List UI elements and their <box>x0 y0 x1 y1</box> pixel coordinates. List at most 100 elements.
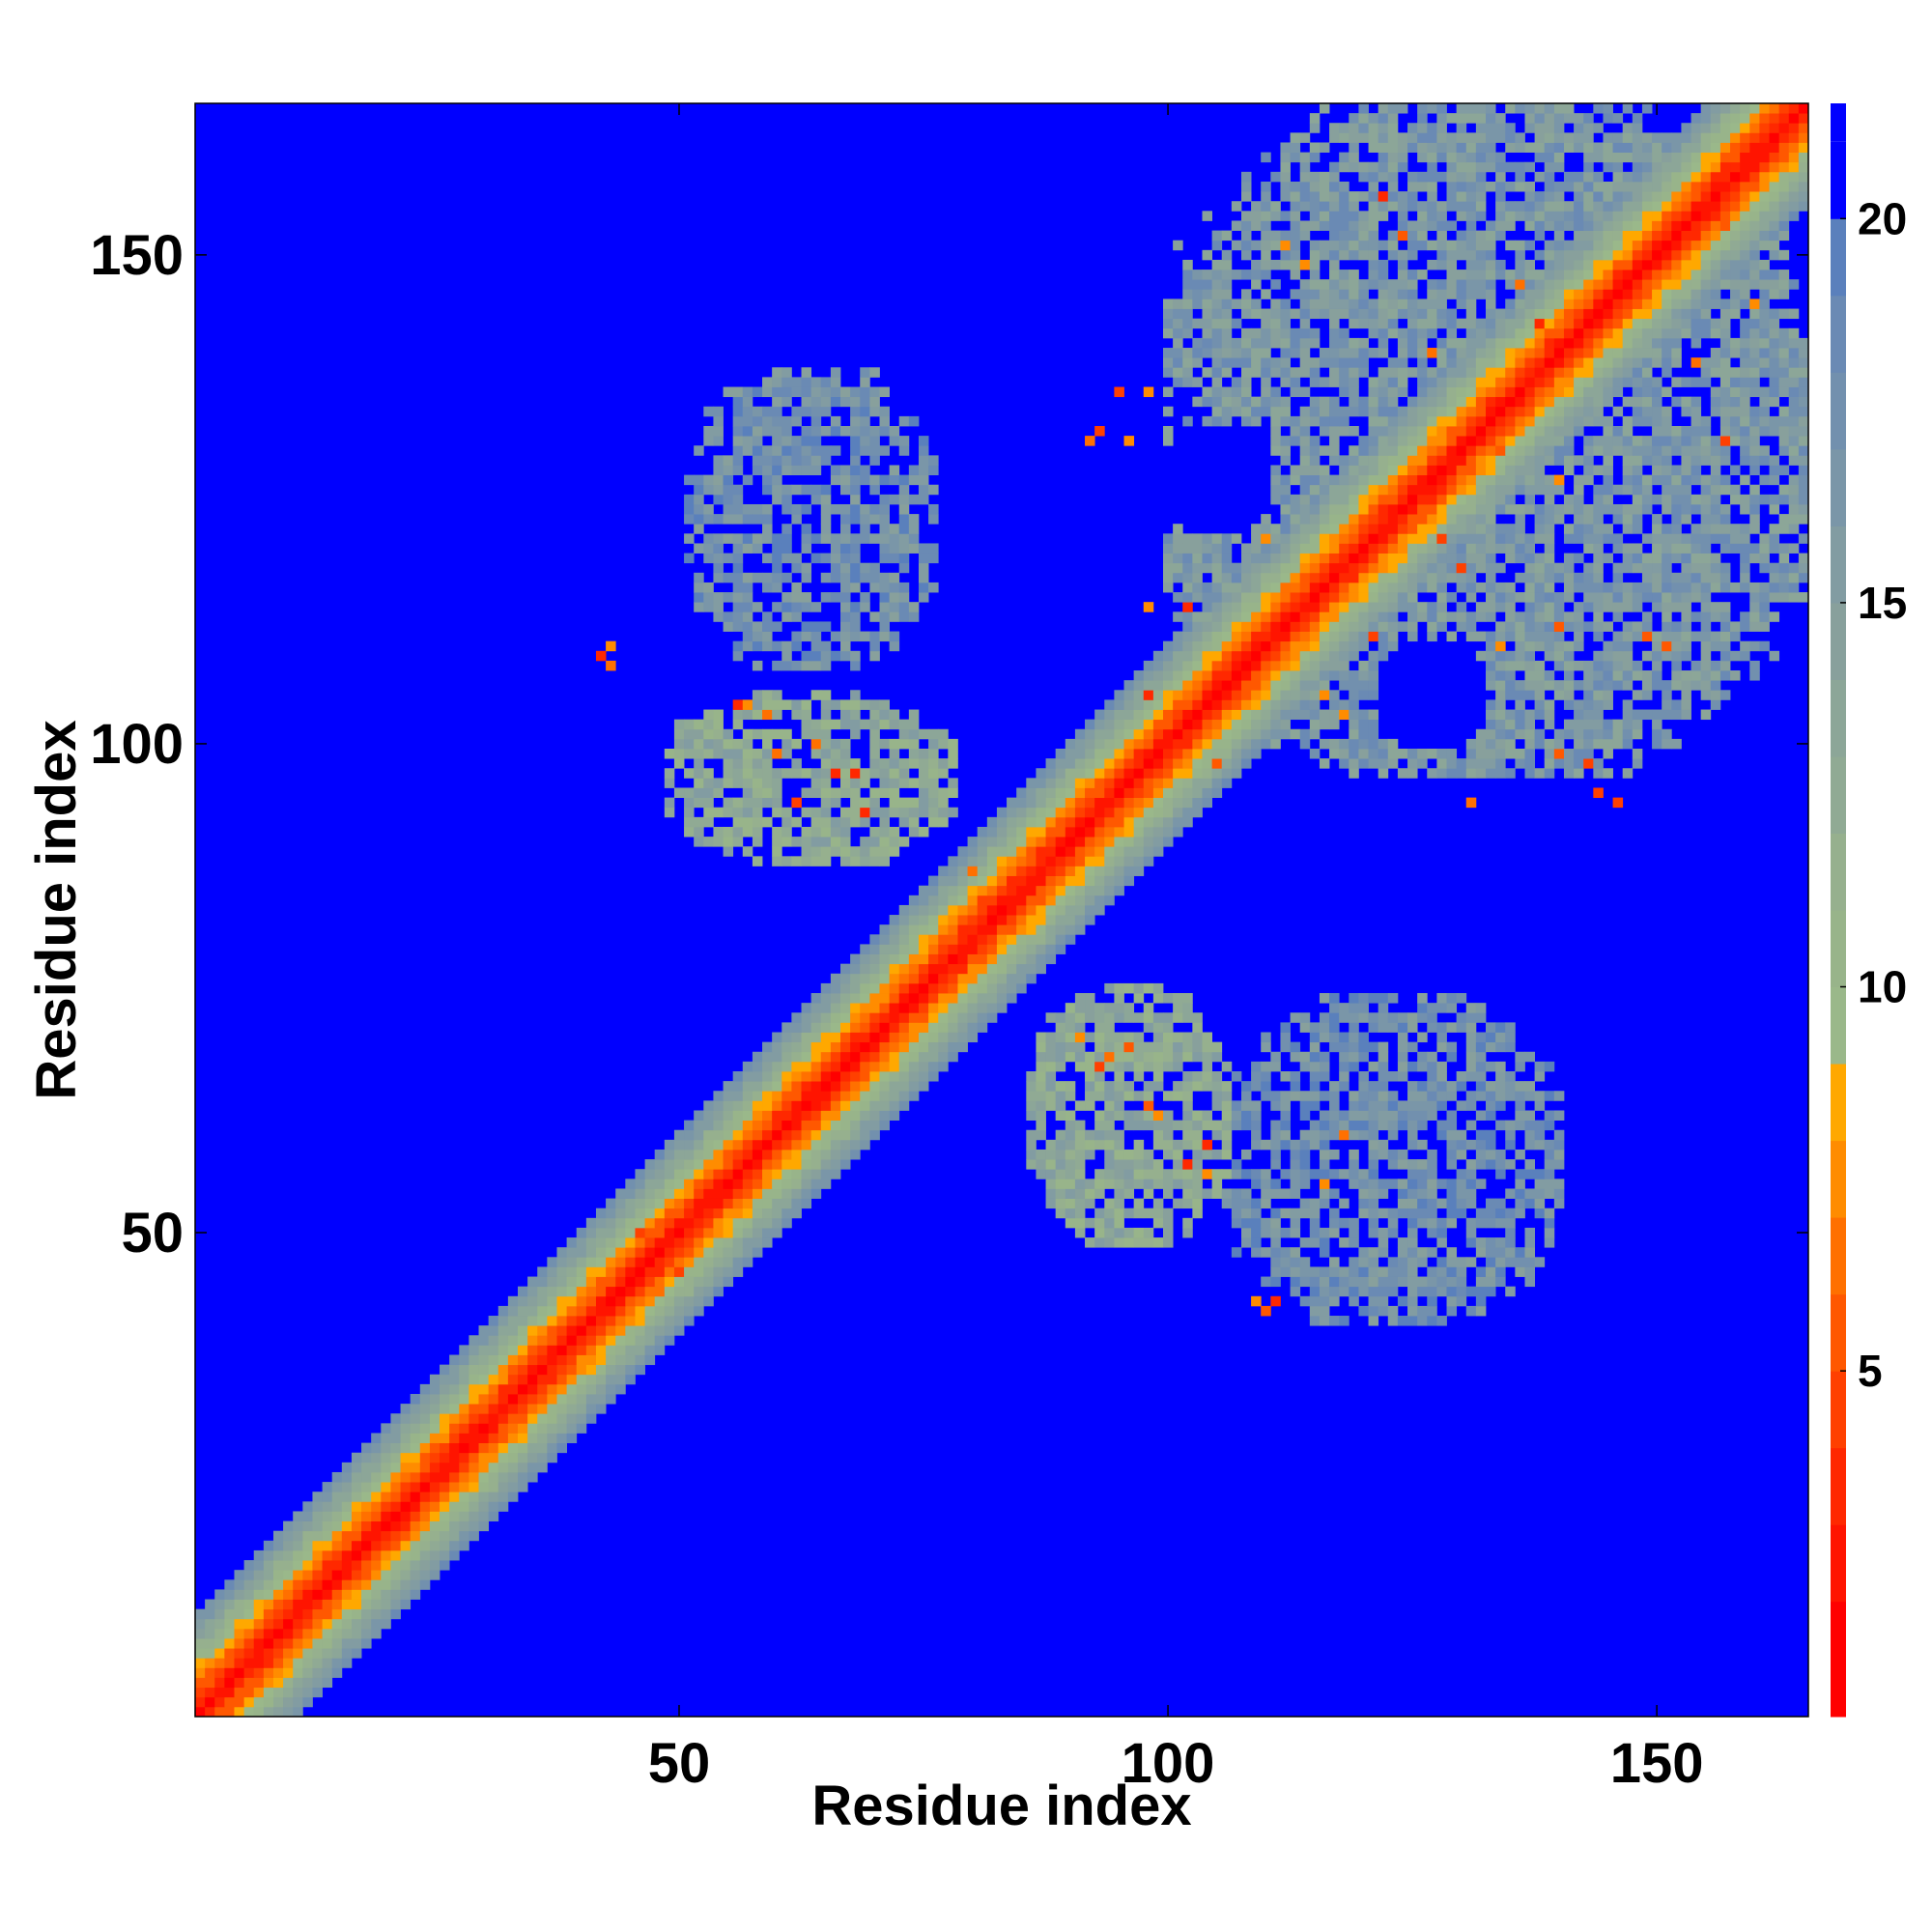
heatmap-cell <box>869 1022 880 1033</box>
heatmap-cell <box>1270 1120 1281 1131</box>
heatmap-cell <box>507 1471 519 1483</box>
heatmap-cell <box>654 1149 666 1160</box>
heatmap-cell <box>585 1345 597 1355</box>
heatmap-cell <box>723 503 734 515</box>
heatmap-cell <box>772 749 782 759</box>
heatmap-cell <box>879 553 890 564</box>
heatmap-cell <box>440 1462 450 1473</box>
heatmap-cell <box>869 1051 880 1063</box>
heatmap-cell <box>879 953 890 965</box>
heatmap-cell <box>1436 1286 1447 1297</box>
heatmap-cell <box>889 778 900 788</box>
heatmap-cell <box>1515 1149 1525 1160</box>
heatmap-cell <box>585 1374 597 1385</box>
heatmap-cell <box>1036 953 1046 965</box>
heatmap-cell <box>664 1159 675 1170</box>
heatmap-cell <box>449 1413 460 1424</box>
heatmap-cell <box>918 973 929 984</box>
heatmap-cell <box>322 1608 333 1620</box>
heatmap-cell <box>1593 592 1604 603</box>
heatmap-cell <box>361 1638 372 1649</box>
heatmap-cell <box>1123 856 1135 867</box>
heatmap-cell <box>1446 524 1458 534</box>
heatmap-cell <box>801 1159 812 1170</box>
heatmap-cell <box>585 1394 597 1405</box>
heatmap-cell <box>1397 1208 1408 1219</box>
heatmap-cell <box>1349 680 1359 691</box>
heatmap-cell <box>214 1618 225 1630</box>
heatmap-cell <box>1251 1129 1262 1141</box>
heatmap-cell <box>1671 553 1682 564</box>
heatmap-cell <box>1182 1139 1193 1151</box>
heatmap-cell <box>1553 611 1565 622</box>
heatmap-cell <box>1339 503 1350 515</box>
heatmap-cell <box>1417 1208 1428 1219</box>
heatmap-cell <box>625 1305 636 1317</box>
heatmap-cell <box>1270 680 1281 691</box>
heatmap-cell <box>1192 807 1203 818</box>
heatmap-cell <box>400 1482 412 1492</box>
heatmap-cell <box>1026 973 1037 984</box>
heatmap-cell <box>625 1335 636 1346</box>
heatmap-cell <box>713 553 724 564</box>
heatmap-cell <box>322 1511 333 1521</box>
heatmap-cell <box>908 934 920 945</box>
heatmap-cell <box>1094 1091 1105 1101</box>
heatmap-cell <box>566 1433 578 1443</box>
heatmap-cell <box>1378 640 1389 652</box>
heatmap-cell <box>1719 690 1731 700</box>
heatmap-cell <box>547 1257 557 1267</box>
heatmap-cell <box>1211 582 1223 593</box>
heatmap-cell <box>1671 699 1682 710</box>
heatmap-cell <box>1240 582 1252 593</box>
heatmap-cell <box>488 1501 499 1512</box>
heatmap-cell <box>635 1237 645 1248</box>
heatmap-cell <box>996 963 1008 975</box>
heatmap-cell <box>1329 993 1340 1004</box>
heatmap-cell <box>1094 1022 1105 1033</box>
heatmap-cell <box>1152 1071 1164 1082</box>
heatmap-cell <box>1486 1081 1496 1092</box>
heatmap-cell <box>371 1589 382 1600</box>
heatmap-cell <box>234 1658 244 1668</box>
heatmap-cell <box>928 543 939 554</box>
heatmap-cell <box>1465 582 1477 593</box>
heatmap-cell <box>1065 749 1076 759</box>
heatmap-cell <box>331 1618 343 1630</box>
heatmap-cell <box>1553 1129 1565 1141</box>
heatmap-cell <box>1407 543 1418 554</box>
heatmap-cell <box>742 709 753 721</box>
heatmap-cell <box>684 1198 695 1209</box>
heatmap-cell <box>654 1179 666 1189</box>
heatmap-cell <box>1211 690 1223 700</box>
heatmap-cell <box>1085 1179 1095 1189</box>
heatmap-cell <box>1603 699 1613 710</box>
heatmap-cell <box>898 738 910 750</box>
heatmap-cell <box>1662 524 1672 534</box>
heatmap-cell <box>1486 1257 1496 1267</box>
heatmap-cell <box>576 1404 587 1414</box>
heatmap-cell <box>1583 543 1594 554</box>
heatmap-cell <box>957 973 968 984</box>
heatmap-cell <box>810 640 822 652</box>
heatmap-cell <box>703 1295 714 1307</box>
heatmap-cell <box>253 1658 265 1668</box>
heatmap-cell <box>1261 1179 1271 1189</box>
heatmap-cell <box>684 787 695 798</box>
heatmap-cell <box>1182 582 1193 593</box>
heatmap-cell <box>1221 562 1233 574</box>
heatmap-cell <box>253 1579 265 1590</box>
heatmap-cell <box>1407 621 1418 632</box>
heatmap-cell <box>1446 1188 1458 1199</box>
heatmap-cell <box>1515 709 1525 721</box>
heatmap-cell <box>361 1511 372 1521</box>
heatmap-cell <box>948 866 958 876</box>
heatmap-cell <box>390 1462 401 1473</box>
heatmap-cell <box>732 1120 744 1131</box>
heatmap-cell <box>732 533 744 544</box>
heatmap-cell <box>1368 1081 1379 1092</box>
heatmap-cell <box>928 904 939 916</box>
heatmap-cell <box>1261 514 1271 525</box>
heatmap-cell <box>1309 582 1321 593</box>
heatmap-cell <box>1603 582 1613 593</box>
